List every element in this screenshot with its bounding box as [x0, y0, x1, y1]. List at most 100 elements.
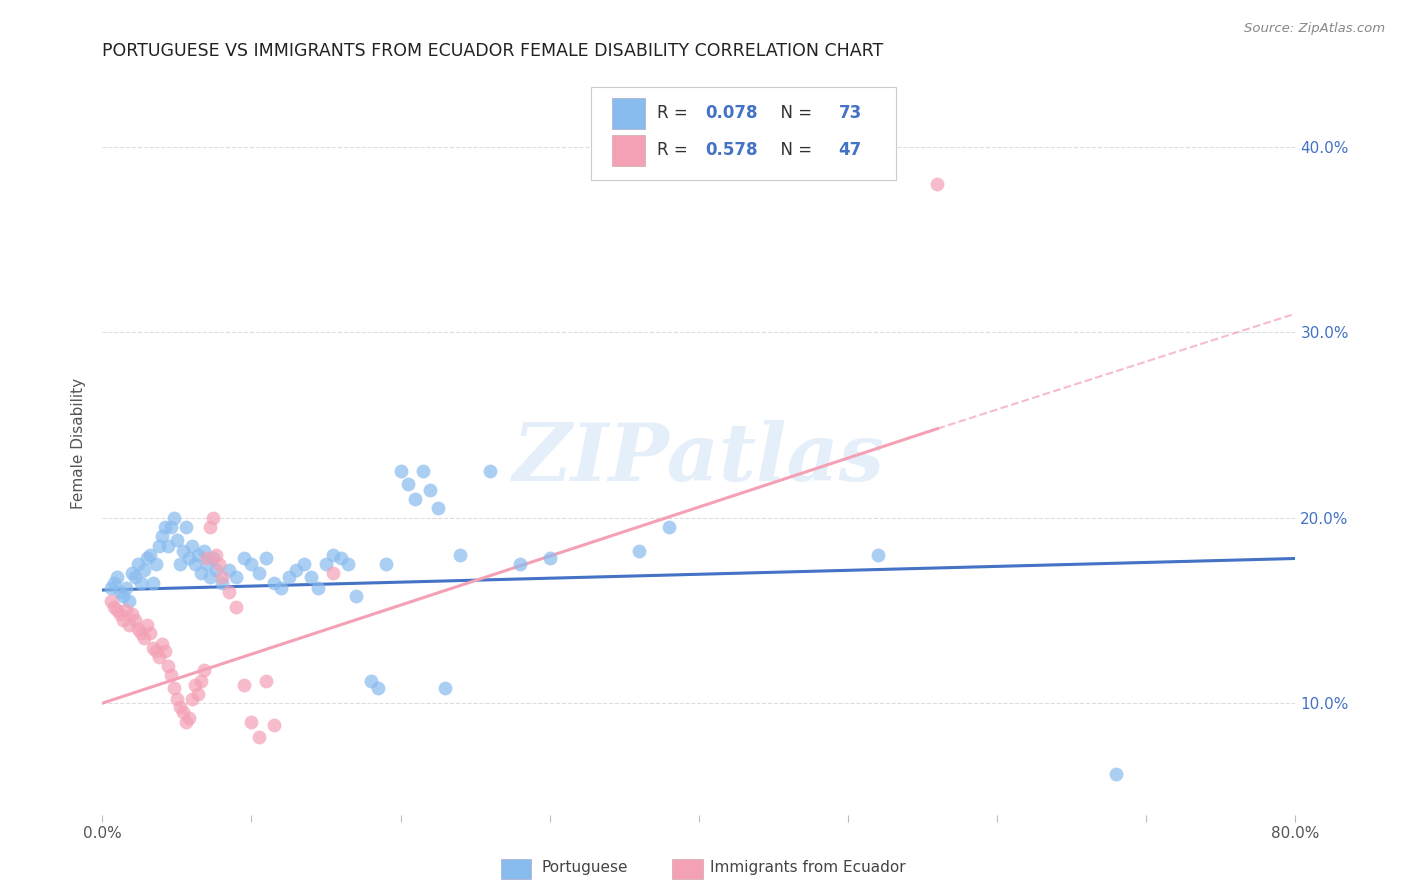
- Point: [100, 581, 122, 595]
- Y-axis label: Female Disability: Female Disability: [72, 378, 86, 509]
- Point: [198, 520, 221, 534]
- Point: [337, 557, 360, 571]
- Point: [211, 575, 233, 590]
- Point: [103, 599, 125, 614]
- Point: [150, 637, 173, 651]
- Point: [174, 714, 197, 729]
- Point: [169, 700, 191, 714]
- Point: [389, 464, 412, 478]
- Point: [139, 625, 162, 640]
- Point: [159, 520, 181, 534]
- Point: [150, 529, 173, 543]
- Point: [187, 548, 209, 562]
- Point: [201, 551, 224, 566]
- Point: [190, 673, 212, 688]
- Point: [315, 557, 337, 571]
- Text: N =: N =: [770, 104, 818, 122]
- Point: [218, 585, 240, 599]
- Text: Portuguese: Portuguese: [541, 860, 628, 874]
- Point: [285, 563, 308, 577]
- Point: [198, 570, 221, 584]
- Point: [434, 681, 457, 696]
- Point: [866, 548, 889, 562]
- FancyBboxPatch shape: [612, 97, 645, 128]
- Point: [374, 557, 396, 571]
- Point: [127, 557, 149, 571]
- Point: [187, 687, 209, 701]
- Point: [153, 520, 176, 534]
- Point: [254, 673, 277, 688]
- Point: [479, 464, 502, 478]
- Point: [367, 681, 389, 696]
- FancyBboxPatch shape: [612, 135, 645, 166]
- Point: [254, 551, 277, 566]
- Text: Source: ZipAtlas.com: Source: ZipAtlas.com: [1244, 22, 1385, 36]
- Point: [142, 575, 165, 590]
- Point: [299, 570, 322, 584]
- Point: [163, 681, 186, 696]
- Point: [177, 711, 200, 725]
- Point: [927, 177, 949, 191]
- Point: [277, 570, 299, 584]
- Point: [163, 510, 186, 524]
- Point: [174, 520, 197, 534]
- Text: 0.578: 0.578: [704, 141, 758, 160]
- Point: [180, 692, 202, 706]
- Point: [292, 557, 315, 571]
- Point: [136, 551, 159, 566]
- Point: [240, 557, 263, 571]
- Point: [105, 603, 128, 617]
- Point: [183, 557, 205, 571]
- Point: [183, 678, 205, 692]
- Point: [509, 557, 531, 571]
- Text: N =: N =: [770, 141, 818, 160]
- Point: [201, 510, 224, 524]
- Point: [129, 575, 152, 590]
- Point: [153, 644, 176, 658]
- Point: [211, 570, 233, 584]
- Point: [263, 718, 285, 732]
- Point: [204, 548, 226, 562]
- Point: [112, 589, 135, 603]
- Point: [108, 585, 131, 599]
- Point: [225, 570, 247, 584]
- Point: [322, 548, 344, 562]
- Point: [263, 575, 285, 590]
- Point: [166, 692, 188, 706]
- Point: [127, 622, 149, 636]
- Point: [145, 644, 167, 658]
- Point: [108, 607, 131, 622]
- Point: [115, 581, 138, 595]
- Text: PORTUGUESE VS IMMIGRANTS FROM ECUADOR FEMALE DISABILITY CORRELATION CHART: PORTUGUESE VS IMMIGRANTS FROM ECUADOR FE…: [103, 42, 883, 60]
- Point: [148, 539, 170, 553]
- Point: [139, 548, 162, 562]
- Point: [129, 625, 152, 640]
- Point: [449, 548, 471, 562]
- Point: [124, 570, 146, 584]
- Point: [190, 566, 212, 581]
- Point: [132, 563, 155, 577]
- Point: [412, 464, 434, 478]
- Point: [103, 575, 125, 590]
- Point: [136, 618, 159, 632]
- Point: [121, 566, 143, 581]
- Point: [1105, 766, 1128, 780]
- Point: [159, 668, 181, 682]
- Point: [419, 483, 441, 497]
- Text: 0.078: 0.078: [704, 104, 758, 122]
- Text: ZIPatlas: ZIPatlas: [513, 419, 884, 497]
- Point: [156, 659, 179, 673]
- Point: [426, 501, 449, 516]
- Point: [232, 678, 254, 692]
- Point: [240, 714, 263, 729]
- Point: [193, 544, 215, 558]
- Point: [247, 730, 270, 744]
- Text: Immigrants from Ecuador: Immigrants from Ecuador: [710, 860, 905, 874]
- Point: [207, 557, 229, 571]
- Point: [193, 663, 215, 677]
- Point: [628, 544, 651, 558]
- Point: [121, 607, 143, 622]
- Point: [404, 492, 426, 507]
- Text: R =: R =: [657, 104, 693, 122]
- Point: [195, 557, 218, 571]
